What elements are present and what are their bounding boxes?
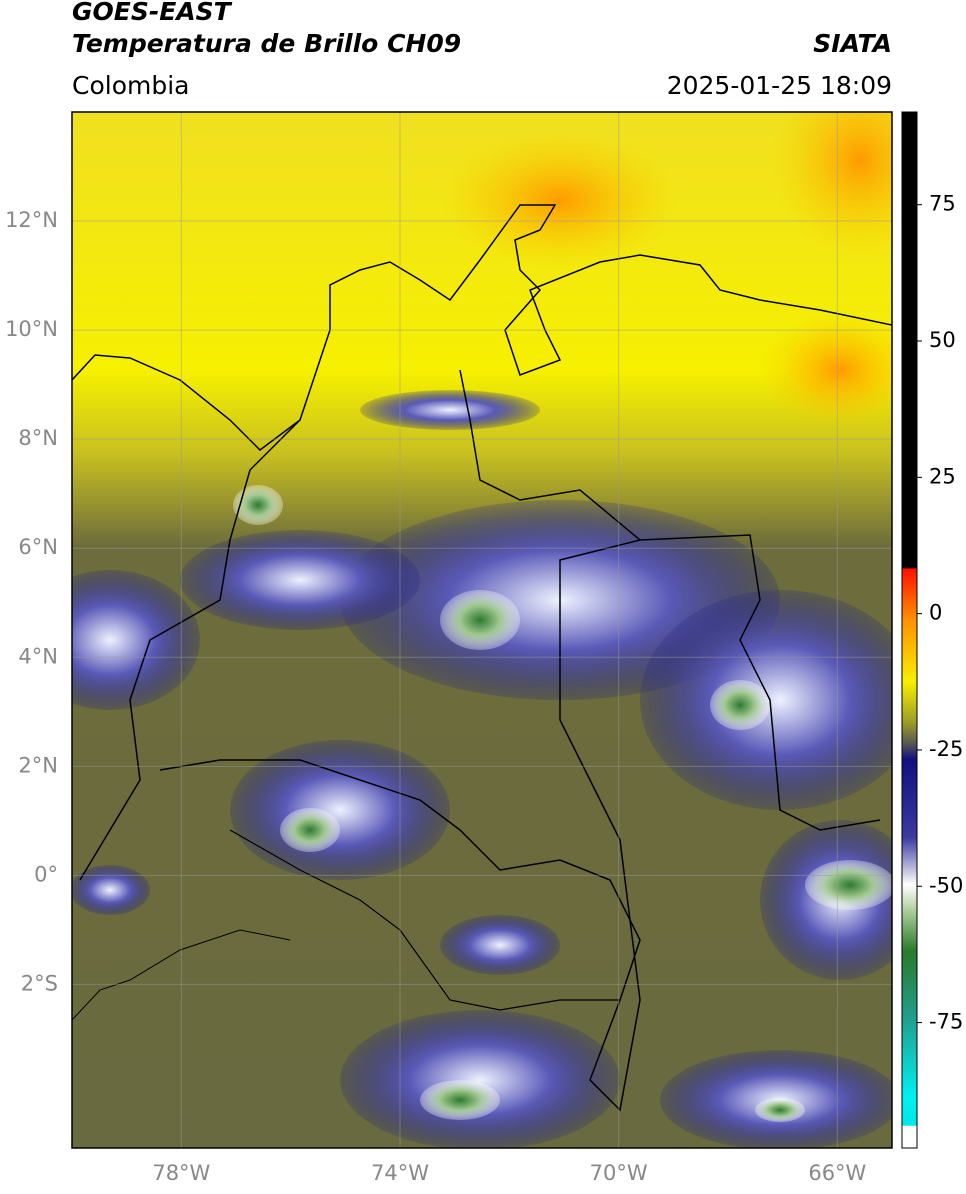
y-tick-label: 6°N [18,535,58,559]
colorbar-tick-label: -50 [929,873,963,897]
colorbar-tick-label: 0 [929,601,942,625]
map-frame [71,111,893,1149]
graticule [72,112,892,1148]
datetime: 2025-01-25 18:09 [667,71,892,100]
y-tick-label: 8°N [18,426,58,450]
satellite-image [72,112,892,1148]
x-tick-label: 70°W [590,1161,648,1185]
x-tick-label: 74°W [371,1161,429,1185]
title: GOES-EAST [72,0,233,26]
y-tick-label: 10°N [5,317,58,341]
colorbar-tick-label: 50 [929,328,956,352]
colorbar-tick-label: -25 [929,737,963,761]
y-tick-label: 2°N [18,753,58,777]
y-tick-label: 2°S [21,971,58,995]
x-tick-label: 66°W [808,1161,866,1185]
source: SIATA [813,29,892,58]
y-tick-label: 12°N [5,208,58,232]
colorbar-tick-label: 75 [929,192,956,216]
x-tick-label: 78°W [152,1161,210,1185]
colorbar-tick-label: 25 [929,464,956,488]
y-tick-label: 4°N [18,644,58,668]
colorbar-tick-label: -75 [929,1010,963,1034]
y-tick-label: 0° [34,862,58,886]
region: Colombia [72,71,189,100]
subtitle: Temperatura de Brillo CH09 [72,29,461,58]
colorbar [901,111,918,1149]
